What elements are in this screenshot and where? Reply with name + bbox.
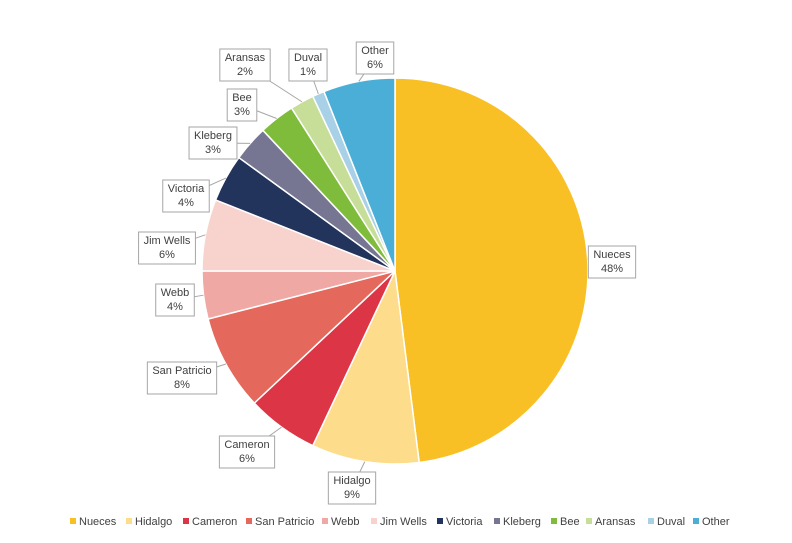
label-value: 3% <box>205 144 221 156</box>
pie-slice <box>394 77 589 464</box>
label-box <box>146 361 218 395</box>
label-box <box>288 48 328 82</box>
label-name: Aransas <box>225 52 266 64</box>
legend-label: Victoria <box>446 516 483 528</box>
label-name: San Patricio <box>152 365 211 377</box>
label-name: Nueces <box>593 249 631 261</box>
legend-label: Bee <box>560 516 580 528</box>
label-name: Hidalgo <box>333 475 370 487</box>
label-name: Webb <box>161 287 190 299</box>
pie-slice <box>322 77 396 272</box>
label-box <box>188 126 238 160</box>
legend-swatch <box>126 518 132 524</box>
legend-label: Webb <box>331 516 360 528</box>
label-value: 9% <box>344 489 360 501</box>
label-box <box>327 471 377 505</box>
legend-swatch <box>322 518 328 524</box>
label-name: Cameron <box>224 439 269 451</box>
label-box <box>162 179 210 213</box>
pie-slice <box>311 268 421 465</box>
label-box <box>218 435 276 469</box>
legend: Nueces Hidalgo Cameron San Patricio Webb Jim … <box>70 516 730 528</box>
legend-swatch <box>371 518 377 524</box>
legend-label: Nueces <box>79 516 117 528</box>
legend-swatch <box>437 518 443 524</box>
legend-swatch <box>183 518 189 524</box>
label-name: Kleberg <box>194 130 232 142</box>
label-value: 6% <box>239 453 255 465</box>
label-value: 8% <box>174 379 190 391</box>
label-box <box>355 41 395 75</box>
pie-slice <box>207 270 396 405</box>
label-name: Duval <box>294 52 322 64</box>
legend-swatch <box>648 518 654 524</box>
pie <box>201 77 589 465</box>
label-name: Victoria <box>168 183 205 195</box>
legend-label: Duval <box>657 516 685 528</box>
label-name: Other <box>361 45 389 57</box>
label-box <box>226 88 258 122</box>
data-labels: Nueces 48% Hidalgo 9% Cameron 6% San Patricio 8… <box>138 41 637 505</box>
legend-label: Other <box>702 516 730 528</box>
label-value: 2% <box>237 66 253 78</box>
label-value: 6% <box>367 59 383 71</box>
label-box <box>587 245 637 279</box>
label-box <box>138 231 196 265</box>
label-name: Jim Wells <box>144 235 191 247</box>
legend-swatch <box>246 518 252 524</box>
legend-label: San Patricio <box>255 516 314 528</box>
legend-label: Kleberg <box>503 516 541 528</box>
legend-label: Jim Wells <box>380 516 427 528</box>
legend-label: Hidalgo <box>135 516 172 528</box>
label-box <box>219 48 271 82</box>
label-value: 4% <box>167 301 183 313</box>
legend-label: Aransas <box>595 516 636 528</box>
label-box <box>155 283 195 317</box>
legend-label: Cameron <box>192 516 237 528</box>
label-value: 3% <box>234 106 250 118</box>
legend-swatch <box>551 518 557 524</box>
label-value: 4% <box>178 197 194 209</box>
legend-swatch <box>494 518 500 524</box>
legend-swatch <box>693 518 699 524</box>
label-name: Bee <box>232 92 252 104</box>
legend-swatch <box>70 518 76 524</box>
label-value: 48% <box>601 263 623 275</box>
label-value: 6% <box>159 249 175 261</box>
label-value: 1% <box>300 66 316 78</box>
legend-swatch <box>586 518 592 524</box>
